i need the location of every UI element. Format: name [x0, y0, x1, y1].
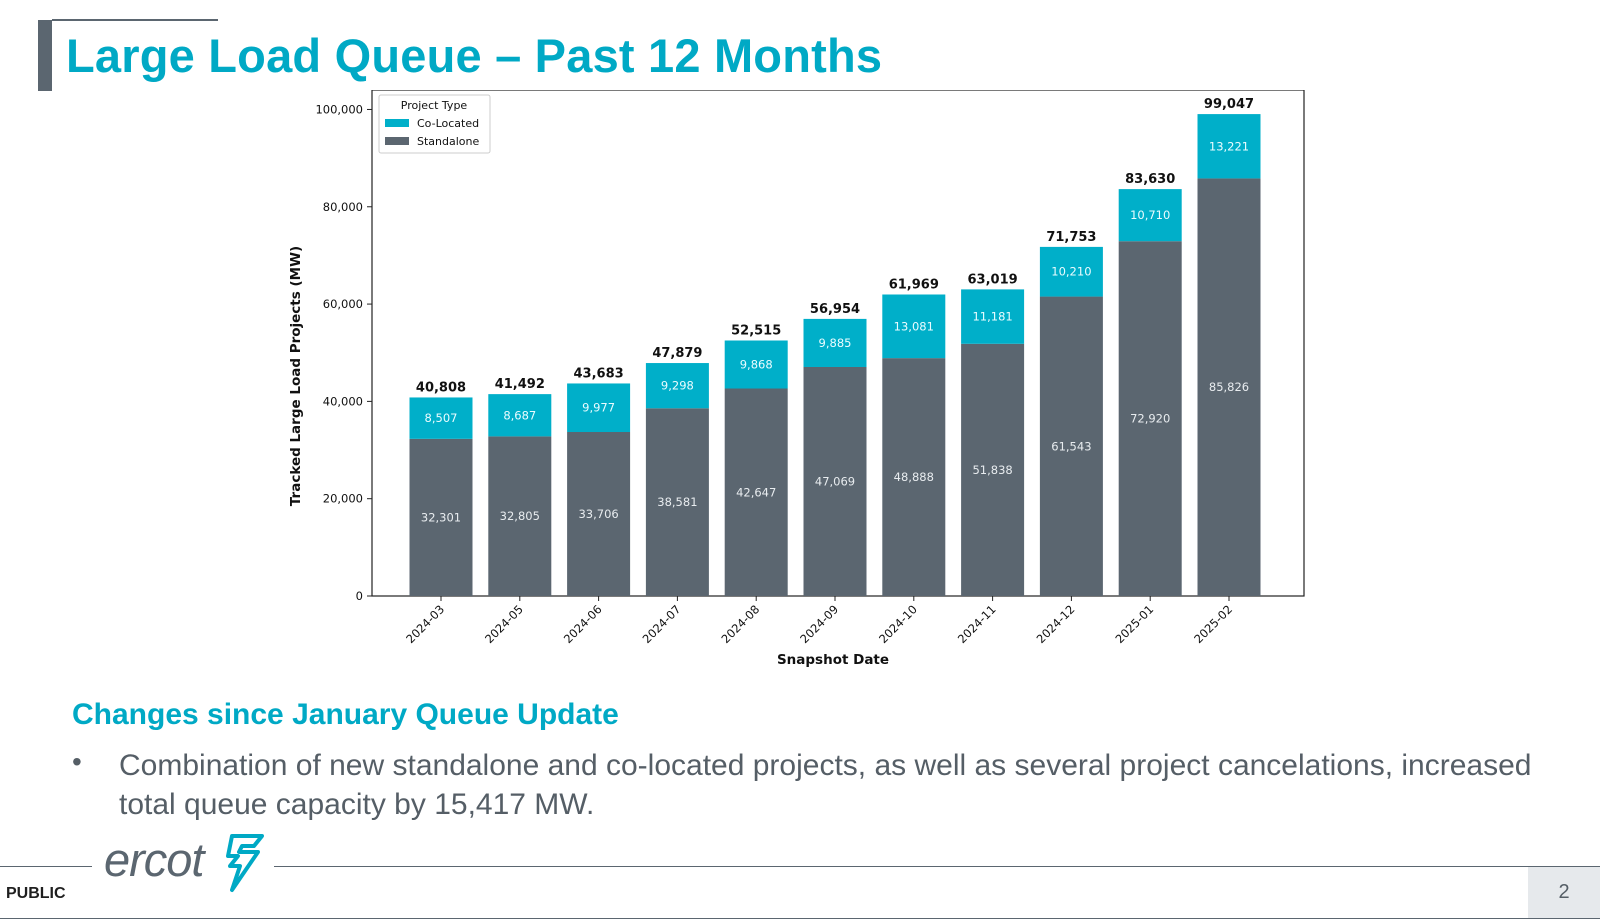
x-tick-label: 2025-02: [1191, 602, 1235, 646]
colocated-value-label: 8,687: [503, 408, 536, 422]
x-axis-label: Snapshot Date: [777, 652, 889, 668]
x-tick-label: 2024-11: [955, 602, 999, 646]
colocated-value-label: 9,885: [819, 336, 852, 350]
bar-standalone: [1039, 296, 1103, 596]
bar-colocated: [961, 289, 1025, 344]
y-tick-label: 20,000: [323, 492, 363, 506]
x-tick-label: 2024-03: [403, 602, 447, 646]
standalone-value-label: 32,301: [421, 510, 461, 524]
x-tick-label: 2024-05: [482, 602, 526, 646]
slide-title: Large Load Queue – Past 12 Months: [66, 29, 883, 82]
queue-bar-chart: 0 20,000 40,000 60,000 80,000 100,000 Tracked …: [288, 90, 1305, 668]
colocated-value-label: 11,181: [972, 310, 1012, 324]
bar-standalone: [803, 366, 867, 596]
standalone-value-label: 42,647: [736, 485, 776, 499]
legend-label-colocated: Co-Located: [417, 117, 479, 130]
bar-standalone: [409, 438, 473, 596]
colocated-value-label: 10,210: [1051, 265, 1091, 279]
bar-standalone: [724, 388, 788, 596]
bar-standalone: [1118, 241, 1182, 596]
total-value-label: 61,969: [889, 277, 939, 292]
standalone-value-label: 51,838: [972, 463, 1012, 477]
bar-colocated: [409, 397, 473, 439]
lightning-bolt-icon: [226, 834, 264, 892]
title-accent-bar: [38, 20, 52, 91]
footer-rule-right: [274, 866, 1600, 867]
bar-colocated: [882, 294, 946, 359]
total-value-label: 83,630: [1125, 172, 1175, 187]
standalone-value-label: 72,920: [1130, 412, 1170, 426]
page-number-box: 2: [1528, 867, 1600, 918]
x-tick-label: 2024-09: [797, 602, 841, 646]
legend-title: Project Type: [401, 99, 468, 112]
bar-standalone: [961, 343, 1025, 596]
colocated-value-label: 8,507: [425, 411, 458, 425]
standalone-value-label: 85,826: [1209, 380, 1249, 394]
x-tick-label: 2025-01: [1112, 602, 1156, 646]
standalone-value-label: 61,543: [1051, 439, 1091, 453]
legend-label-standalone: Standalone: [417, 135, 479, 148]
bullet-text: Combination of new standalone and co-loc…: [119, 749, 1532, 821]
bar-standalone: [567, 432, 631, 596]
y-tick-label: 80,000: [323, 200, 363, 214]
y-tick-label: 40,000: [323, 394, 363, 408]
total-value-label: 56,954: [810, 302, 860, 317]
bar-colocated: [1197, 114, 1261, 179]
bar-standalone: [1197, 178, 1261, 596]
changes-subheading: Changes since January Queue Update: [72, 698, 619, 731]
ercot-logo: ercot: [104, 832, 274, 894]
ercot-logo-wordmark: ercot: [104, 833, 204, 886]
standalone-value-label: 33,706: [578, 507, 618, 521]
standalone-value-label: 48,888: [894, 470, 934, 484]
x-tick-label: 2024-12: [1034, 602, 1078, 646]
total-value-label: 63,019: [968, 272, 1018, 287]
total-value-label: 40,808: [416, 380, 466, 395]
footer-rule-left: [0, 866, 92, 867]
total-value-label: 71,753: [1046, 230, 1096, 245]
colocated-value-label: 9,298: [661, 379, 694, 393]
x-tick-label: 2024-10: [876, 602, 920, 646]
x-tick-label: 2024-08: [718, 602, 762, 646]
total-value-label: 47,879: [652, 346, 702, 361]
bar-colocated: [1118, 189, 1182, 242]
bar-standalone: [882, 358, 946, 596]
bar-colocated: [803, 318, 867, 367]
colocated-value-label: 9,977: [582, 401, 615, 415]
classification-label: PUBLIC: [6, 885, 66, 902]
standalone-value-label: 47,069: [815, 474, 855, 488]
bar-colocated: [724, 340, 788, 389]
x-tick-label: 2024-07: [640, 602, 684, 646]
x-tick-label: 2024-06: [561, 602, 605, 646]
legend-swatch-colocated: [385, 119, 409, 127]
total-value-label: 52,515: [731, 323, 781, 338]
y-tick-label: 0: [356, 589, 363, 603]
colocated-value-label: 10,710: [1130, 208, 1170, 222]
standalone-value-label: 38,581: [657, 495, 697, 509]
bar-colocated: [645, 363, 709, 409]
standalone-value-label: 32,805: [500, 509, 540, 523]
legend-swatch-standalone: [385, 137, 409, 145]
y-tick-label: 60,000: [323, 297, 363, 311]
colocated-value-label: 9,868: [740, 358, 773, 372]
total-value-label: 99,047: [1204, 97, 1254, 112]
colocated-value-label: 13,081: [894, 319, 934, 333]
title-accent-rule: [52, 19, 218, 21]
bullet-marker: •: [72, 746, 82, 777]
total-value-label: 43,683: [574, 366, 624, 381]
bar-standalone: [488, 436, 552, 596]
total-value-label: 41,492: [495, 377, 545, 392]
y-tick-label: 100,000: [315, 102, 363, 116]
bar-colocated: [488, 394, 552, 437]
bar-standalone: [645, 408, 709, 596]
page-number: 2: [1558, 881, 1570, 903]
y-axis-label: Tracked Large Load Projects (MW): [288, 246, 304, 506]
bar-colocated: [1039, 246, 1103, 297]
colocated-value-label: 13,221: [1209, 139, 1249, 153]
bar-colocated: [567, 383, 631, 433]
